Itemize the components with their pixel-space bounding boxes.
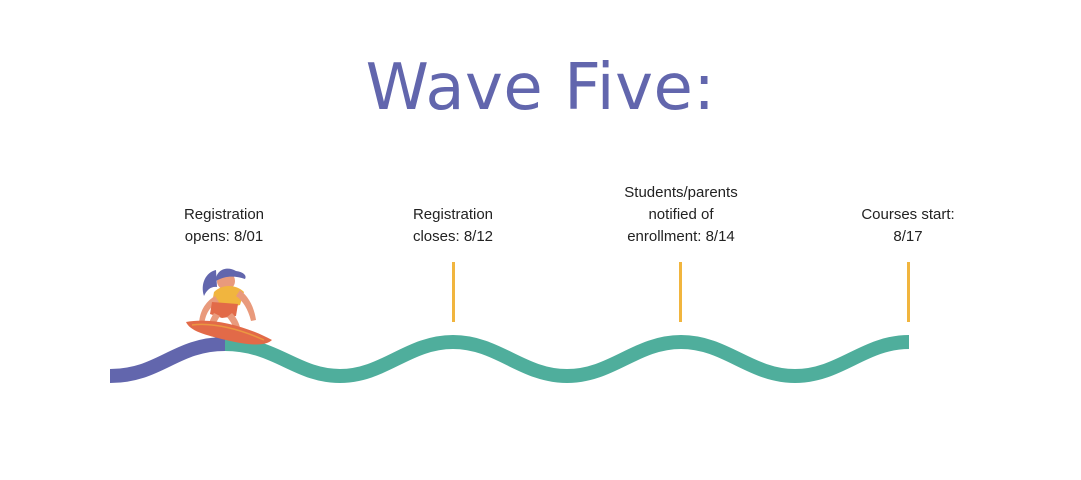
wave-progress-segment xyxy=(109,337,226,383)
milestone-registration-opens: Registration opens: 8/01 xyxy=(134,204,314,248)
page-title: Wave Five: xyxy=(365,51,716,125)
milestone-enrollment-notified: Students/parents notified of enrollment:… xyxy=(591,182,771,248)
wave-remaining-segment xyxy=(224,334,910,384)
milestone-marker-courses-start xyxy=(907,262,910,322)
milestone-label-line: Registration xyxy=(412,206,494,223)
milestone-label-line: notified of xyxy=(648,206,714,223)
milestone-marker-registration-closes xyxy=(452,262,455,322)
milestone-label-line: opens: 8/01 xyxy=(184,228,264,245)
surfer-icon xyxy=(186,268,272,345)
milestone-marker-enrollment-notified xyxy=(679,262,682,322)
milestone-courses-start: Courses start: 8/17 xyxy=(818,204,998,248)
milestone-label-line: 8/17 xyxy=(893,228,923,245)
milestone-label-line: closes: 8/12 xyxy=(412,228,494,245)
milestone-registration-closes: Registration closes: 8/12 xyxy=(363,204,543,248)
milestone-label-line: enrollment: 8/14 xyxy=(627,228,735,245)
milestone-label-line: Students/parents xyxy=(624,184,738,201)
milestone-label-line: Registration xyxy=(183,206,265,223)
milestone-label-line: Courses start: xyxy=(861,206,955,223)
